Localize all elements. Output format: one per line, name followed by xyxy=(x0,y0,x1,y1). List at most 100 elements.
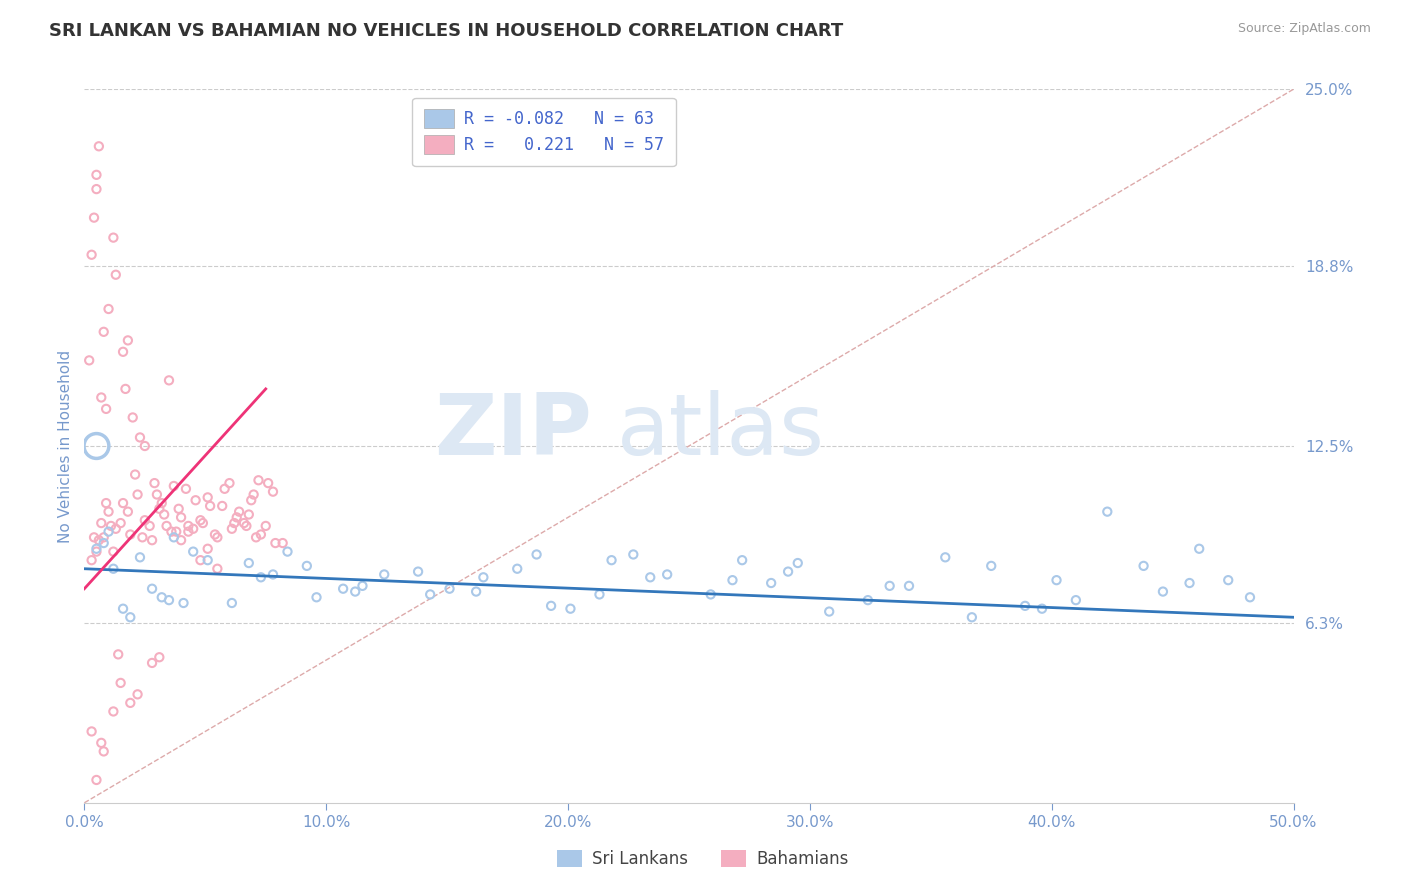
Point xyxy=(934,550,956,565)
Point xyxy=(117,334,139,348)
Point xyxy=(560,601,582,615)
Point xyxy=(960,610,983,624)
Point xyxy=(90,391,112,405)
Point xyxy=(150,496,173,510)
Point xyxy=(112,496,135,510)
Point xyxy=(87,533,110,548)
Point xyxy=(86,544,108,558)
Point xyxy=(332,582,354,596)
Point xyxy=(506,562,529,576)
Point xyxy=(233,516,256,530)
Point xyxy=(225,510,247,524)
Point xyxy=(155,519,177,533)
Text: atlas: atlas xyxy=(616,390,824,474)
Point xyxy=(238,508,260,522)
Point xyxy=(97,505,120,519)
Point xyxy=(170,510,193,524)
Point xyxy=(90,516,112,530)
Point xyxy=(120,696,142,710)
Point xyxy=(1045,573,1067,587)
Point xyxy=(112,601,135,615)
Point xyxy=(174,482,197,496)
Point xyxy=(250,527,273,541)
Point xyxy=(103,562,125,576)
Text: Source: ZipAtlas.com: Source: ZipAtlas.com xyxy=(1237,22,1371,36)
Point xyxy=(305,591,328,605)
Point xyxy=(97,524,120,539)
Point xyxy=(107,648,129,662)
Point xyxy=(980,558,1002,573)
Point xyxy=(153,508,176,522)
Point xyxy=(406,565,429,579)
Point xyxy=(124,467,146,482)
Point xyxy=(638,570,661,584)
Point xyxy=(100,519,122,533)
Point xyxy=(439,582,461,596)
Point xyxy=(80,248,103,262)
Point xyxy=(240,493,263,508)
Point xyxy=(112,344,135,359)
Point xyxy=(86,541,108,556)
Point xyxy=(148,501,170,516)
Point xyxy=(80,724,103,739)
Point xyxy=(224,516,246,530)
Point xyxy=(207,530,229,544)
Point xyxy=(856,593,879,607)
Point xyxy=(786,556,808,570)
Point xyxy=(1064,593,1087,607)
Point xyxy=(83,530,105,544)
Point xyxy=(160,524,183,539)
Point xyxy=(177,524,200,539)
Text: SRI LANKAN VS BAHAMIAN NO VEHICLES IN HOUSEHOLD CORRELATION CHART: SRI LANKAN VS BAHAMIAN NO VEHICLES IN HO… xyxy=(49,22,844,40)
Point xyxy=(699,587,721,601)
Point xyxy=(83,211,105,225)
Point xyxy=(759,576,782,591)
Point xyxy=(247,473,270,487)
Point xyxy=(167,501,190,516)
Point xyxy=(127,487,149,501)
Point xyxy=(103,544,125,558)
Point xyxy=(157,373,180,387)
Point xyxy=(257,476,280,491)
Point xyxy=(138,519,160,533)
Point xyxy=(117,505,139,519)
Point xyxy=(86,439,108,453)
Point xyxy=(129,550,152,565)
Point xyxy=(1132,558,1154,573)
Point xyxy=(93,530,115,544)
Point xyxy=(110,516,132,530)
Point xyxy=(540,599,562,613)
Point xyxy=(818,605,841,619)
Point xyxy=(141,582,163,596)
Point xyxy=(134,513,156,527)
Point xyxy=(80,553,103,567)
Point xyxy=(173,596,195,610)
Point xyxy=(465,584,488,599)
Point xyxy=(352,579,374,593)
Point xyxy=(197,541,219,556)
Point xyxy=(87,139,110,153)
Point xyxy=(245,530,267,544)
Point xyxy=(344,584,367,599)
Point xyxy=(103,705,125,719)
Point xyxy=(121,410,143,425)
Point xyxy=(150,591,173,605)
Point xyxy=(1031,601,1053,615)
Point xyxy=(250,570,273,584)
Point xyxy=(879,579,901,593)
Point xyxy=(472,570,495,584)
Point xyxy=(218,476,240,491)
Point xyxy=(214,482,236,496)
Point xyxy=(141,656,163,670)
Point xyxy=(93,325,115,339)
Point xyxy=(221,522,243,536)
Y-axis label: No Vehicles in Household: No Vehicles in Household xyxy=(58,350,73,542)
Point xyxy=(120,527,142,541)
Point xyxy=(254,519,277,533)
Point xyxy=(204,527,226,541)
Point xyxy=(77,353,100,368)
Point xyxy=(262,484,284,499)
Point xyxy=(104,522,127,536)
Point xyxy=(86,182,108,196)
Point xyxy=(1188,541,1211,556)
